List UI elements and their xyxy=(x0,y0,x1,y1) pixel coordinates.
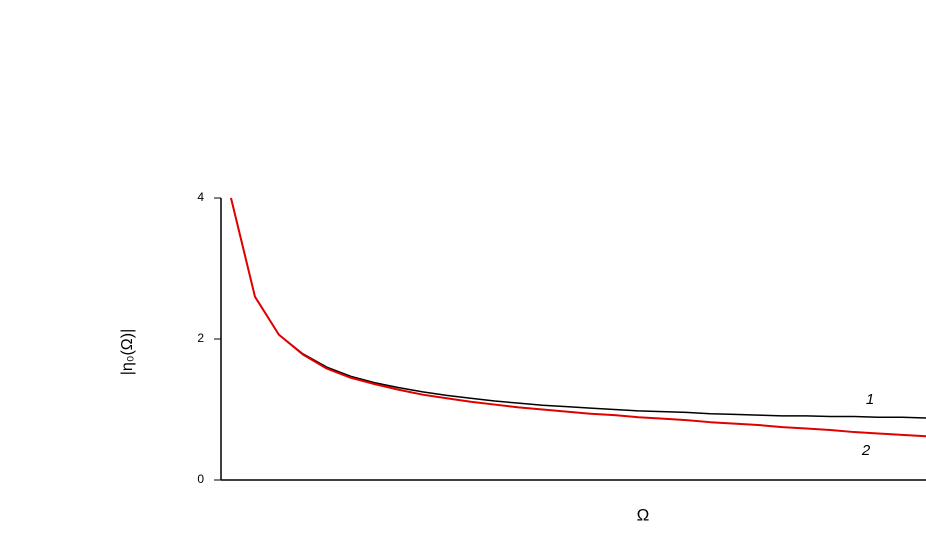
series-label: 1 xyxy=(866,391,874,408)
series-line xyxy=(230,197,926,419)
y-tick-label: 0 xyxy=(197,472,204,486)
y-axis-label: |η₀(Ω)| xyxy=(119,329,136,375)
series-line xyxy=(230,197,926,438)
x-axis-label: Ω xyxy=(637,505,650,524)
y-tick-label: 2 xyxy=(197,331,204,345)
series-label: 2 xyxy=(861,442,871,459)
y-tick-label: 4 xyxy=(197,190,204,204)
